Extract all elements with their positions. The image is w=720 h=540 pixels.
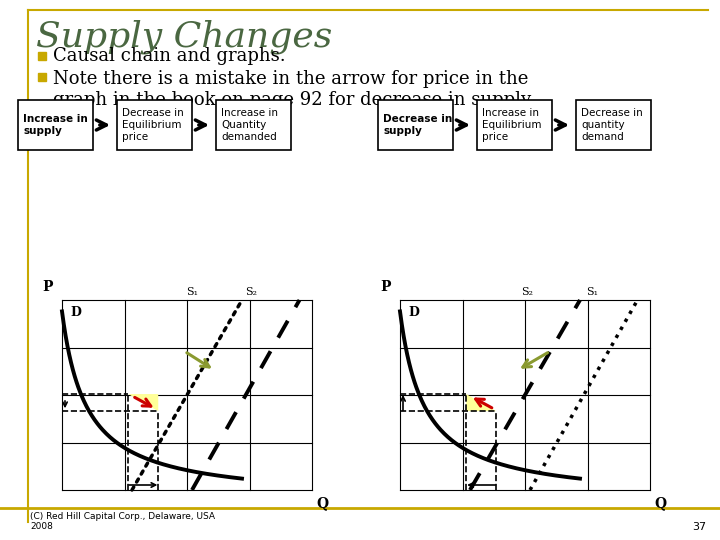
Text: P: P <box>42 280 53 294</box>
Text: Increase in
Quantity
demanded: Increase in Quantity demanded <box>221 109 278 141</box>
Text: Note there is a mistake in the arrow for price in the
graph in the book on page : Note there is a mistake in the arrow for… <box>53 70 531 109</box>
FancyBboxPatch shape <box>216 100 291 150</box>
Text: Supply Changes: Supply Changes <box>36 20 332 55</box>
FancyBboxPatch shape <box>477 100 552 150</box>
Text: S₂: S₂ <box>245 287 257 297</box>
FancyBboxPatch shape <box>117 100 192 150</box>
Text: Increase in
Equilibrium
price: Increase in Equilibrium price <box>482 109 541 141</box>
Text: Q: Q <box>654 496 666 510</box>
FancyBboxPatch shape <box>18 100 93 150</box>
FancyBboxPatch shape <box>378 100 453 150</box>
Text: S₂: S₂ <box>521 287 533 297</box>
Text: Decrease in
Equilibrium
price: Decrease in Equilibrium price <box>122 109 184 141</box>
Text: D: D <box>408 306 419 319</box>
Text: D: D <box>70 306 81 319</box>
FancyBboxPatch shape <box>400 300 650 490</box>
Polygon shape <box>128 394 158 411</box>
Text: Increase in
supply: Increase in supply <box>23 114 88 136</box>
Text: Causal chain and graphs.: Causal chain and graphs. <box>53 47 286 65</box>
Text: 37: 37 <box>692 522 706 532</box>
Text: (C) Red Hill Capital Corp., Delaware, USA
2008: (C) Red Hill Capital Corp., Delaware, US… <box>30 512 215 531</box>
Text: S₁: S₁ <box>186 287 198 297</box>
Text: P: P <box>381 280 391 294</box>
Text: Decrease in
quantity
demand: Decrease in quantity demand <box>581 109 643 141</box>
FancyBboxPatch shape <box>62 300 312 490</box>
Polygon shape <box>467 394 496 411</box>
Text: Decrease in
supply: Decrease in supply <box>383 114 452 136</box>
FancyBboxPatch shape <box>576 100 651 150</box>
Text: Q: Q <box>316 496 328 510</box>
Text: S₁: S₁ <box>586 287 598 297</box>
